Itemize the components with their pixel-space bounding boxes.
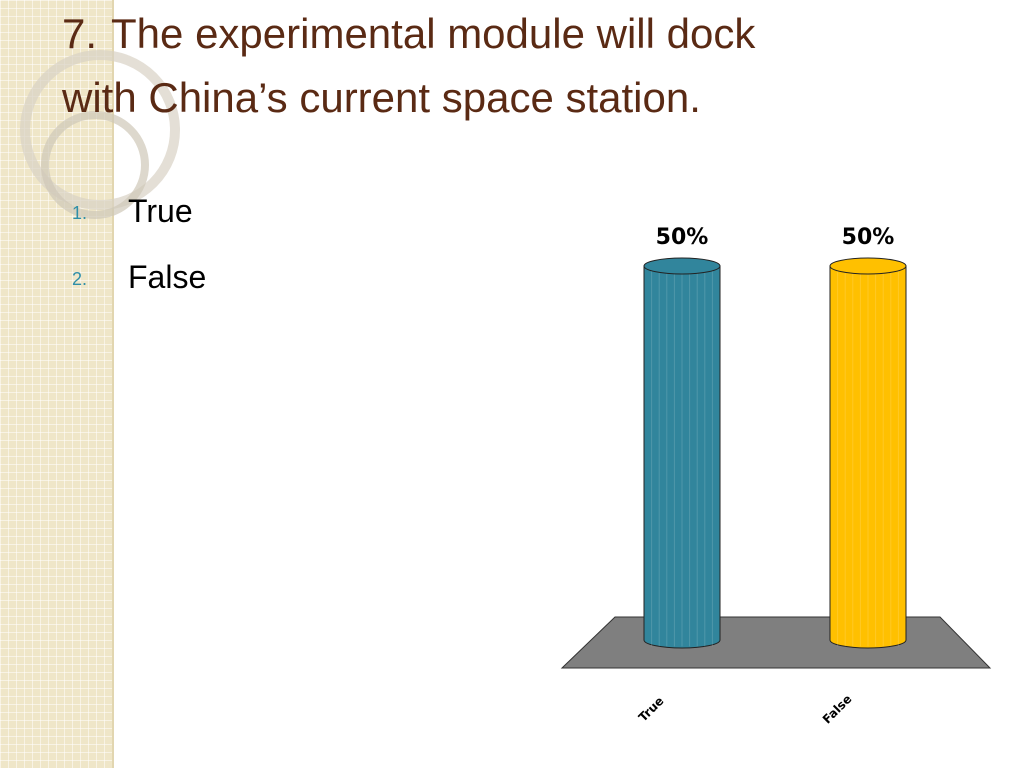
item-text: False bbox=[128, 259, 207, 295]
item-text: True bbox=[128, 193, 193, 229]
title-text: The experimental module will dock with C… bbox=[62, 10, 756, 121]
item-number: 2. bbox=[72, 269, 88, 290]
decor-circles bbox=[20, 50, 180, 219]
bar-top bbox=[643, 257, 721, 275]
list-item: 1. True bbox=[72, 193, 193, 230]
bar-top bbox=[829, 257, 907, 275]
bar bbox=[643, 265, 721, 649]
x-tick-label: False bbox=[820, 692, 855, 727]
slide-title: 7. The experimental module will dock with… bbox=[62, 2, 822, 130]
chart-floor bbox=[560, 616, 992, 669]
value-label: 50% bbox=[842, 225, 895, 250]
value-label: 50% bbox=[656, 225, 709, 250]
title-number: 7. bbox=[62, 10, 98, 57]
item-number: 1. bbox=[72, 203, 88, 224]
bar bbox=[829, 265, 907, 649]
list-item: 2. False bbox=[72, 259, 206, 296]
x-tick-label: True bbox=[636, 694, 667, 725]
